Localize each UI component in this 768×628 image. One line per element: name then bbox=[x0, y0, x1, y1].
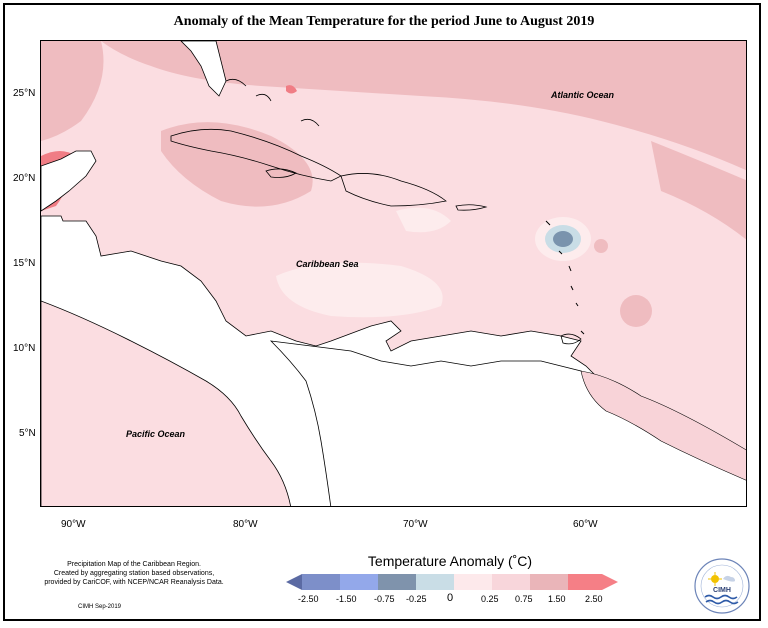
label-pacific-ocean: Pacific Ocean bbox=[126, 429, 186, 439]
land-bahamas bbox=[225, 78, 320, 127]
map-title: Anomaly of the Mean Temperature for the … bbox=[173, 14, 595, 29]
land-lesser-antilles bbox=[545, 220, 585, 335]
lon-tick-80w: 80°W bbox=[233, 519, 258, 530]
lon-tick-60w: 60°W bbox=[573, 519, 598, 530]
legend-label-9: 2.50 bbox=[585, 594, 603, 604]
lat-tick-15n: 15°N bbox=[13, 258, 36, 269]
lat-tick-5n: 5°N bbox=[19, 428, 36, 439]
footnote-line-2: Created by aggregating station based obs… bbox=[53, 570, 215, 577]
anomaly-patch-antilles bbox=[594, 239, 608, 253]
legend-label-3: -0.75 bbox=[374, 594, 395, 604]
land-south-america bbox=[269, 340, 746, 506]
cimh-logo-icon: CIMH bbox=[694, 558, 750, 614]
lon-tick-70w: 70°W bbox=[403, 519, 428, 530]
land-yucatan bbox=[41, 150, 97, 212]
anomaly-map: Atlantic Ocean Caribbean Sea Pacific Oce… bbox=[41, 41, 746, 506]
legend-label-4: -0.25 bbox=[406, 594, 427, 604]
legend-label-6: 0.25 bbox=[481, 594, 499, 604]
lat-tick-25n: 25°N bbox=[13, 88, 36, 99]
lon-tick-90w: 90°W bbox=[61, 519, 86, 530]
legend-label-7: 0.75 bbox=[515, 594, 533, 604]
land-hispaniola bbox=[340, 173, 447, 207]
legend-arrow-low bbox=[286, 574, 302, 590]
anomaly-max-bahamas bbox=[286, 85, 297, 94]
land-puerto-rico bbox=[455, 204, 488, 211]
legend-label-5: 0 bbox=[447, 592, 454, 604]
legend-swatch-1 bbox=[302, 574, 340, 590]
legend-swatch-7 bbox=[530, 574, 568, 590]
land-trinidad bbox=[560, 333, 582, 345]
land-jamaica bbox=[265, 168, 297, 178]
cimh-logo-text: CIMH bbox=[713, 587, 731, 594]
legend-arrow-high bbox=[602, 574, 618, 590]
land-florida bbox=[180, 41, 227, 97]
legend-swatch-5 bbox=[454, 574, 492, 590]
legend-colorbar bbox=[286, 574, 618, 590]
legend-title: Temperature Anomaly (˚C) bbox=[367, 553, 533, 569]
anomaly-patch-barbados bbox=[620, 295, 652, 327]
legend-swatch-3 bbox=[378, 574, 416, 590]
pacific-ocean-area bbox=[41, 300, 291, 506]
land-cuba bbox=[170, 128, 342, 182]
legend-label-1: -2.50 bbox=[298, 594, 319, 604]
anomaly-guianas bbox=[580, 370, 746, 481]
label-caribbean-sea: Caribbean Sea bbox=[296, 259, 359, 269]
legend-swatch-4 bbox=[416, 574, 454, 590]
legend-swatch-8 bbox=[568, 574, 602, 590]
anomaly-light-caribbean bbox=[276, 262, 443, 318]
legend-label-8: 1.50 bbox=[548, 594, 566, 604]
lat-tick-10n: 10°N bbox=[13, 343, 36, 354]
anomaly-zone-gulf bbox=[41, 41, 104, 141]
footnote-line-3: provided by CariCOF, with NCEP/NCAR Rean… bbox=[44, 579, 224, 586]
footnote-line-1: Precipitation Map of the Caribbean Regio… bbox=[67, 561, 201, 568]
legend-label-2: -1.50 bbox=[336, 594, 357, 604]
anomaly-neg-core bbox=[553, 231, 573, 247]
anomaly-light-hispaniola bbox=[396, 207, 451, 233]
footnote-date: CIMH Sep-2019 bbox=[78, 604, 122, 610]
legend-swatch-6 bbox=[492, 574, 530, 590]
lat-tick-20n: 20°N bbox=[13, 173, 36, 184]
map-panel: Atlantic Ocean Caribbean Sea Pacific Oce… bbox=[40, 40, 747, 507]
label-atlantic-ocean: Atlantic Ocean bbox=[550, 90, 615, 100]
legend-swatch-2 bbox=[340, 574, 378, 590]
anomaly-zone-east bbox=[651, 141, 746, 240]
footnote: Precipitation Map of the Caribbean Regio… bbox=[24, 560, 244, 587]
anomaly-zone-cuba bbox=[161, 122, 313, 207]
